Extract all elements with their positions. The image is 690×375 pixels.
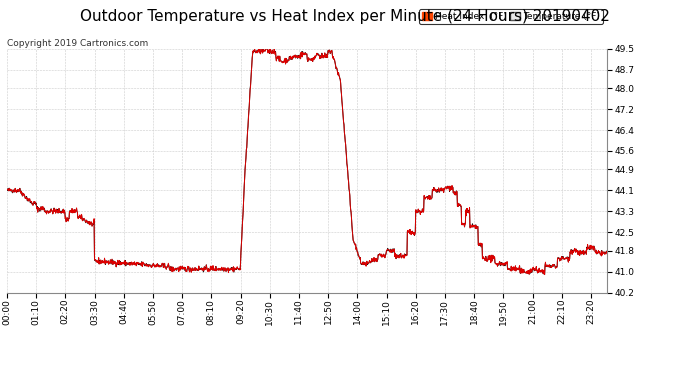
Text: Outdoor Temperature vs Heat Index per Minute (24 Hours) 20190402: Outdoor Temperature vs Heat Index per Mi…: [80, 9, 610, 24]
Legend: Heat Index  (°F), Temperature (°F): Heat Index (°F), Temperature (°F): [419, 9, 602, 24]
Text: Copyright 2019 Cartronics.com: Copyright 2019 Cartronics.com: [7, 39, 148, 48]
